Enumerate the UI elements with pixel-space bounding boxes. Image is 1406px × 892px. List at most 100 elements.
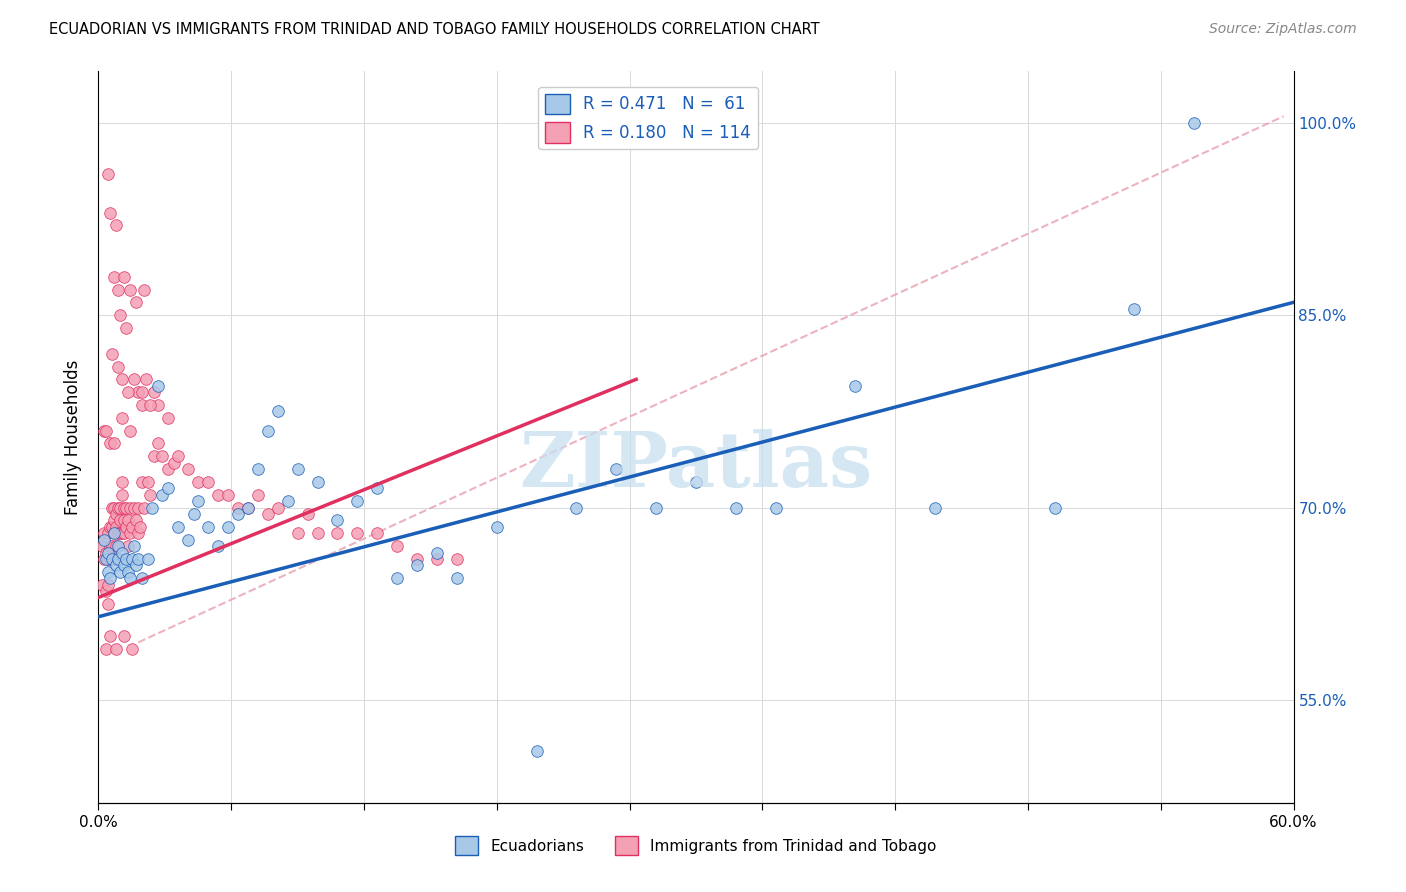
Point [246,462,269,476]
Point [120,424,142,438]
Point [105,641,128,656]
Point [197,475,219,489]
Point [112,514,135,528]
Point [326,514,349,528]
Point [157,462,180,476]
Point [93,424,115,438]
Point [103,269,125,284]
Point [117,565,139,579]
Point [226,500,249,515]
Point [120,571,142,585]
Point [110,526,132,541]
Point [207,539,229,553]
Point [236,500,259,515]
Point [366,482,388,496]
Point [217,488,239,502]
Point [183,507,205,521]
Point [96,424,118,438]
Point [426,552,449,566]
Point [97,577,120,591]
Point [139,398,162,412]
Point [366,526,388,541]
Point [110,514,132,528]
Point [111,410,134,425]
Point [111,488,134,502]
Point [406,552,429,566]
Point [724,500,747,515]
Point [385,571,409,585]
Text: ZIPatlas: ZIPatlas [519,429,873,503]
Point [112,269,135,284]
Point [187,475,209,489]
Point [101,500,124,515]
Point [121,552,143,566]
Point [124,500,146,515]
Point [148,436,170,450]
Point [97,167,120,181]
Point [765,500,787,515]
Point [131,398,153,412]
Point [93,533,115,547]
Point [101,520,124,534]
Point [605,462,627,476]
Point [207,488,229,502]
Point [115,520,138,534]
Point [256,424,278,438]
Point [124,539,146,553]
Point [217,520,239,534]
Point [307,526,329,541]
Point [277,494,299,508]
Y-axis label: Family Households: Family Households [65,359,83,515]
Point [97,597,120,611]
Point [148,398,170,412]
Point [101,539,124,553]
Point [844,378,866,392]
Point [112,629,135,643]
Point [346,494,368,508]
Point [127,526,149,541]
Point [105,539,128,553]
Point [127,500,149,515]
Point [645,500,668,515]
Point [446,571,468,585]
Point [101,552,124,566]
Point [307,475,329,489]
Point [103,526,125,541]
Point [125,295,148,310]
Point [117,539,139,553]
Point [177,533,200,547]
Point [129,520,152,534]
Point [124,372,146,386]
Point [110,565,132,579]
Point [121,520,143,534]
Point [446,552,468,566]
Point [91,577,114,591]
Point [101,552,124,566]
Point [287,462,309,476]
Point [107,283,129,297]
Point [98,571,122,585]
Point [96,584,118,599]
Point [131,475,153,489]
Point [141,500,163,515]
Point [1043,500,1066,515]
Point [105,558,128,573]
Point [97,552,120,566]
Point [120,526,142,541]
Point [107,539,129,553]
Point [115,500,138,515]
Point [121,641,143,656]
Text: ECUADORIAN VS IMMIGRANTS FROM TRINIDAD AND TOBAGO FAMILY HOUSEHOLDS CORRELATION : ECUADORIAN VS IMMIGRANTS FROM TRINIDAD A… [49,22,820,37]
Point [107,526,129,541]
Point [111,545,134,559]
Point [177,462,200,476]
Point [143,385,166,400]
Point [105,520,128,534]
Point [112,558,135,573]
Point [157,482,180,496]
Point [267,500,290,515]
Point [297,507,319,521]
Point [246,488,269,502]
Point [107,552,129,566]
Point [98,539,122,553]
